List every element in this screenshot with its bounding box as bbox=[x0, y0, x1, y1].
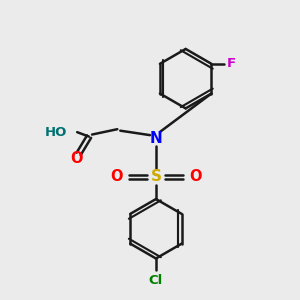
Text: N: N bbox=[150, 130, 162, 146]
Text: Cl: Cl bbox=[149, 274, 163, 287]
Text: O: O bbox=[189, 169, 201, 184]
Text: HO: HO bbox=[44, 126, 67, 139]
Text: F: F bbox=[226, 57, 236, 70]
Text: O: O bbox=[70, 152, 83, 166]
Text: S: S bbox=[150, 169, 161, 184]
Text: O: O bbox=[110, 169, 123, 184]
